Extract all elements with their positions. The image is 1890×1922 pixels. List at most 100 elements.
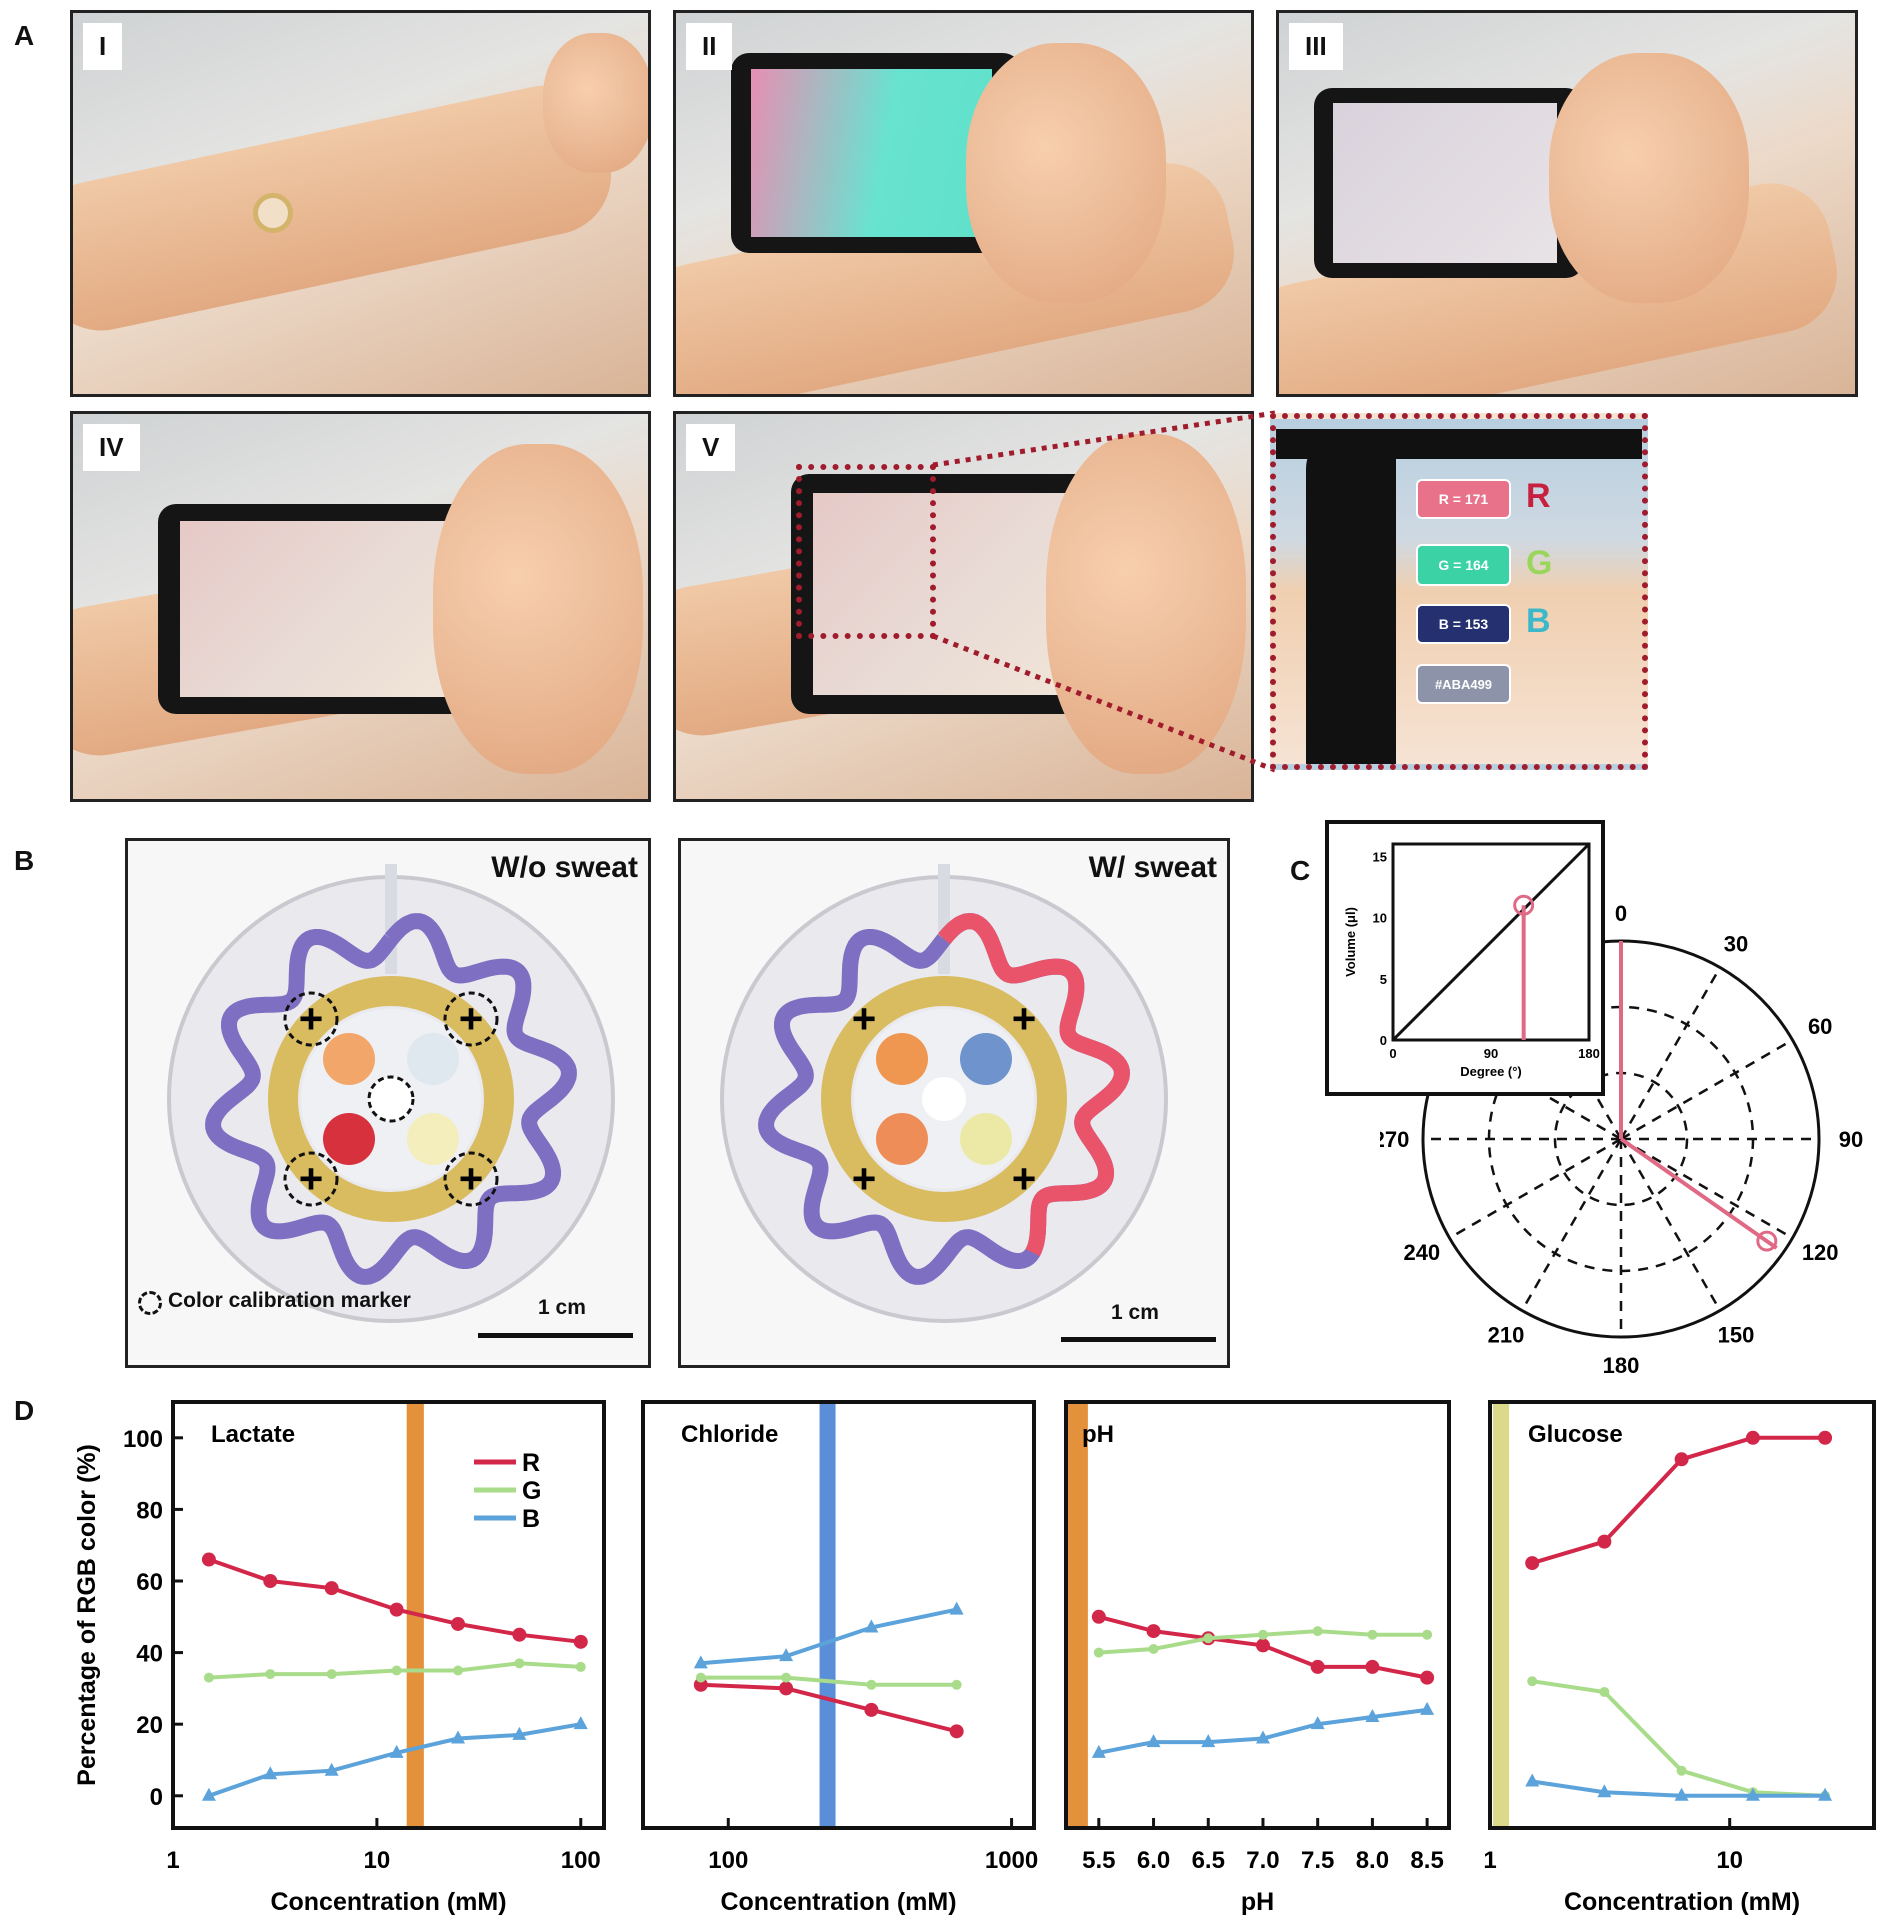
title-without-sweat: W/o sweat — [491, 851, 638, 884]
chart-title: Lactate — [211, 1421, 295, 1448]
data-point-B — [1255, 1730, 1270, 1744]
data-point-G — [1367, 1629, 1378, 1640]
data-point-R — [324, 1581, 339, 1596]
data-point-R — [573, 1634, 588, 1649]
x-tick-label: 6.0 — [1137, 1847, 1170, 1874]
x-tick-label: 100 — [708, 1847, 748, 1874]
y-tick-label: 5 — [1380, 972, 1387, 987]
r-letter: R — [1526, 477, 1551, 515]
data-point-R — [779, 1681, 794, 1696]
hex-value-pill: #ABA499 — [1416, 664, 1511, 704]
series-line-R — [208, 1557, 582, 1644]
data-point-G — [1203, 1633, 1214, 1644]
data-point-B — [1146, 1734, 1161, 1748]
photo-step-3: III — [1276, 10, 1858, 397]
x-axis-label: Concentration (mM) — [720, 1888, 956, 1916]
polar-grid-spoke — [1620, 1038, 1794, 1141]
red-value-pill: R = 171 — [1416, 479, 1511, 519]
volume-inset-box: 0 90 180 0 5 10 15 Degree (°) Volume (μl) — [1325, 820, 1605, 1096]
x-tick-label: 1000 — [985, 1847, 1038, 1874]
angle-tick-label: 240 — [1403, 1240, 1440, 1265]
x-tick-label: 10 — [364, 1847, 391, 1874]
data-point-G — [575, 1661, 586, 1672]
legend-label-R: R — [522, 1449, 540, 1477]
zoom-connector-lines — [932, 410, 1276, 773]
colorimetric-well — [960, 1033, 1012, 1085]
zoom-region-marker — [796, 464, 936, 639]
center-calibration-marker — [367, 1075, 415, 1123]
data-point-B — [1818, 1787, 1833, 1801]
polar-grid-spoke — [1619, 966, 1722, 1140]
polar-grid-spoke — [1619, 1138, 1722, 1312]
data-point-R — [1365, 1659, 1380, 1674]
data-point-R — [201, 1552, 216, 1567]
threshold-band — [1066, 1402, 1088, 1828]
x-tick-label: 8.0 — [1356, 1847, 1389, 1874]
step-label: II — [686, 23, 733, 70]
b-letter: B — [1526, 602, 1551, 640]
y-axis-label: Percentage of RGB color (%) — [73, 1444, 101, 1786]
data-point-B — [201, 1787, 216, 1801]
x-tick-label: 0 — [1389, 1046, 1396, 1061]
data-point-G — [1599, 1686, 1610, 1697]
data-point-G — [265, 1669, 276, 1680]
data-point-B — [1674, 1787, 1689, 1801]
data-point-B — [1310, 1716, 1325, 1730]
step-label: IV — [83, 424, 140, 471]
data-point-R — [1146, 1624, 1161, 1639]
x-tick-label: 100 — [561, 1847, 601, 1874]
coil-ring — [268, 976, 514, 1222]
threshold-band — [819, 1402, 836, 1828]
data-point-R — [451, 1616, 466, 1631]
x-axis-label: pH — [1241, 1888, 1274, 1916]
plot-frame — [171, 1400, 606, 1830]
green-value-pill: G = 164 — [1416, 544, 1511, 586]
polar-grid-spoke — [1448, 1137, 1622, 1240]
data-point-G — [951, 1679, 962, 1690]
colorimetric-well — [407, 1033, 459, 1085]
data-point-B — [693, 1655, 708, 1669]
angle-tick-label: 90 — [1839, 1127, 1863, 1152]
x-axis-label: Concentration (mM) — [270, 1888, 506, 1916]
photo-step-4: IV — [70, 411, 651, 802]
inlet-channel — [385, 864, 397, 974]
title-with-sweat: W/ sweat — [1088, 851, 1217, 884]
data-point-G — [695, 1672, 706, 1683]
colorimetric-well — [876, 1113, 928, 1165]
calibration-marker — [443, 991, 499, 1047]
highlight-point — [1513, 894, 1535, 916]
data-point-R — [1091, 1609, 1106, 1624]
panel-label-c: C — [1290, 855, 1311, 886]
plot-frame — [1064, 1400, 1451, 1830]
photo-step-2: II — [673, 10, 1254, 397]
plus-marker: + — [852, 1155, 877, 1202]
data-point-G — [1527, 1676, 1538, 1687]
x-axis-label: Concentration (mM) — [1564, 1888, 1800, 1916]
panel-label-b: B — [14, 845, 35, 876]
g-letter: G — [1526, 544, 1553, 582]
data-point-R — [1818, 1430, 1833, 1445]
y-tick-label: 80 — [136, 1497, 163, 1524]
series-line-G — [1531, 1679, 1826, 1798]
scale-bar — [478, 1333, 633, 1338]
angle-tick-label: 30 — [1724, 931, 1748, 956]
chart-title: Chloride — [681, 1421, 778, 1448]
legend-label-G: G — [522, 1477, 541, 1505]
plus-marker: + — [852, 995, 877, 1042]
data-point-R — [1597, 1534, 1612, 1549]
data-point-R — [512, 1627, 527, 1642]
x-tick-label: 180 — [1578, 1046, 1600, 1061]
data-point-R — [1420, 1670, 1435, 1685]
data-point-B — [512, 1726, 527, 1740]
data-point-G — [866, 1679, 877, 1690]
plus-marker: + — [299, 1155, 324, 1202]
legend-label-B: B — [522, 1505, 540, 1533]
x-tick-label: 10 — [1716, 1847, 1743, 1874]
data-point-R — [263, 1573, 278, 1588]
chart-lactate: Lactate 1 10 100 Concentration (mM) 0 20 40 60 80… — [73, 1400, 606, 1916]
chart-ph: pH 5.5 6.0 6.5 7.0 7.5 8.0 8.5 pH — [1064, 1400, 1451, 1916]
data-point-G — [453, 1665, 464, 1676]
volume-vs-degree-chart: 0 90 180 0 5 10 15 Degree (°) Volume (μl) — [1343, 842, 1600, 1079]
series-line-B — [208, 1722, 582, 1798]
plus-marker: + — [299, 995, 324, 1042]
